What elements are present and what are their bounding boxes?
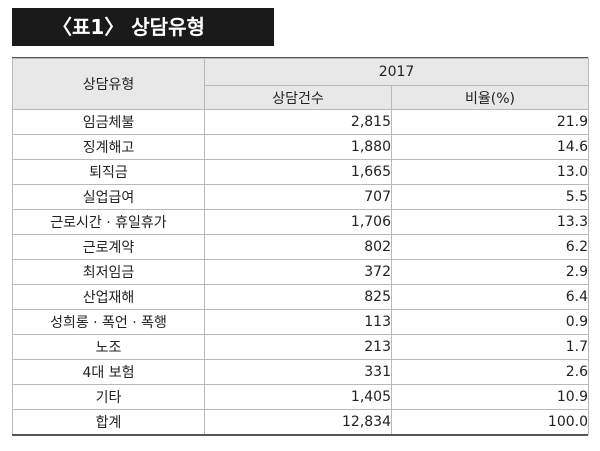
table-row: 퇴직금 1,665 13.0 [12,159,590,185]
table-row: 기타 1,405 10.9 [12,384,590,410]
count-cell: 1,706 [204,209,392,235]
table-body: 임금체불 2,815 21.9 징계해고 1,880 14.6 퇴직금 1,66… [12,109,590,435]
category-cell: 성희롱 · 폭언 · 폭행 [12,309,205,335]
count-cell: 2,815 [204,109,392,135]
ratio-cell: 0.9 [390,309,590,335]
table-row: 산업재해 825 6.4 [12,284,590,310]
count-cell: 213 [204,334,392,360]
count-cell: 825 [204,284,392,310]
category-cell: 징계해고 [12,134,205,160]
ratio-cell: 13.0 [390,159,590,185]
table-row: 노조 213 1.7 [12,334,590,360]
table-bottom-rule [12,434,588,436]
table-row: 근로시간 · 휴일휴가 1,706 13.3 [12,209,590,235]
category-cell: 노조 [12,334,205,360]
category-cell: 임금체불 [12,109,205,135]
category-cell: 실업급여 [12,184,205,210]
ratio-cell: 2.6 [390,359,590,385]
header-ratio: 비율(%) [390,85,590,110]
count-cell: 372 [204,259,392,285]
count-cell: 113 [204,309,392,335]
count-cell: 1,880 [204,134,392,160]
count-cell: 1,405 [204,384,392,410]
table-row: 최저임금 372 2.9 [12,259,590,285]
header-year: 2017 [203,58,590,86]
ratio-cell: 21.9 [390,109,590,135]
category-cell: 퇴직금 [12,159,205,185]
category-cell: 근로계약 [12,234,205,260]
category-cell: 합계 [12,409,205,435]
count-cell: 331 [204,359,392,385]
ratio-cell: 100.0 [390,409,590,435]
ratio-cell: 2.9 [390,259,590,285]
ratio-cell: 14.6 [390,134,590,160]
table-row: 4대 보험 331 2.6 [12,359,590,385]
table-row: 근로계약 802 6.2 [12,234,590,260]
ratio-cell: 10.9 [390,384,590,410]
category-cell: 최저임금 [12,259,205,285]
ratio-cell: 13.3 [390,209,590,235]
table-row: 징계해고 1,880 14.6 [12,134,590,160]
count-cell: 802 [204,234,392,260]
count-cell: 707 [204,184,392,210]
header-category: 상담유형 [12,58,205,110]
table-row: 실업급여 707 5.5 [12,184,590,210]
ratio-cell: 6.4 [390,284,590,310]
category-cell: 산업재해 [12,284,205,310]
category-cell: 근로시간 · 휴일휴가 [12,209,205,235]
table-row: 성희롱 · 폭언 · 폭행 113 0.9 [12,309,590,335]
table-row-total: 합계 12,834 100.0 [12,409,590,435]
ratio-cell: 1.7 [390,334,590,360]
count-cell: 12,834 [204,409,392,435]
consultation-type-table: 상담유형 2017 상담건수 비율(%) 임금체불 2,815 21.9 징계해… [12,58,590,435]
table-row: 임금체불 2,815 21.9 [12,109,590,135]
category-cell: 기타 [12,384,205,410]
header-count: 상담건수 [204,85,392,110]
table-title: 〈표1〉 상담유형 [12,8,274,46]
count-cell: 1,665 [204,159,392,185]
ratio-cell: 6.2 [390,234,590,260]
ratio-cell: 5.5 [390,184,590,210]
category-cell: 4대 보험 [12,359,205,385]
